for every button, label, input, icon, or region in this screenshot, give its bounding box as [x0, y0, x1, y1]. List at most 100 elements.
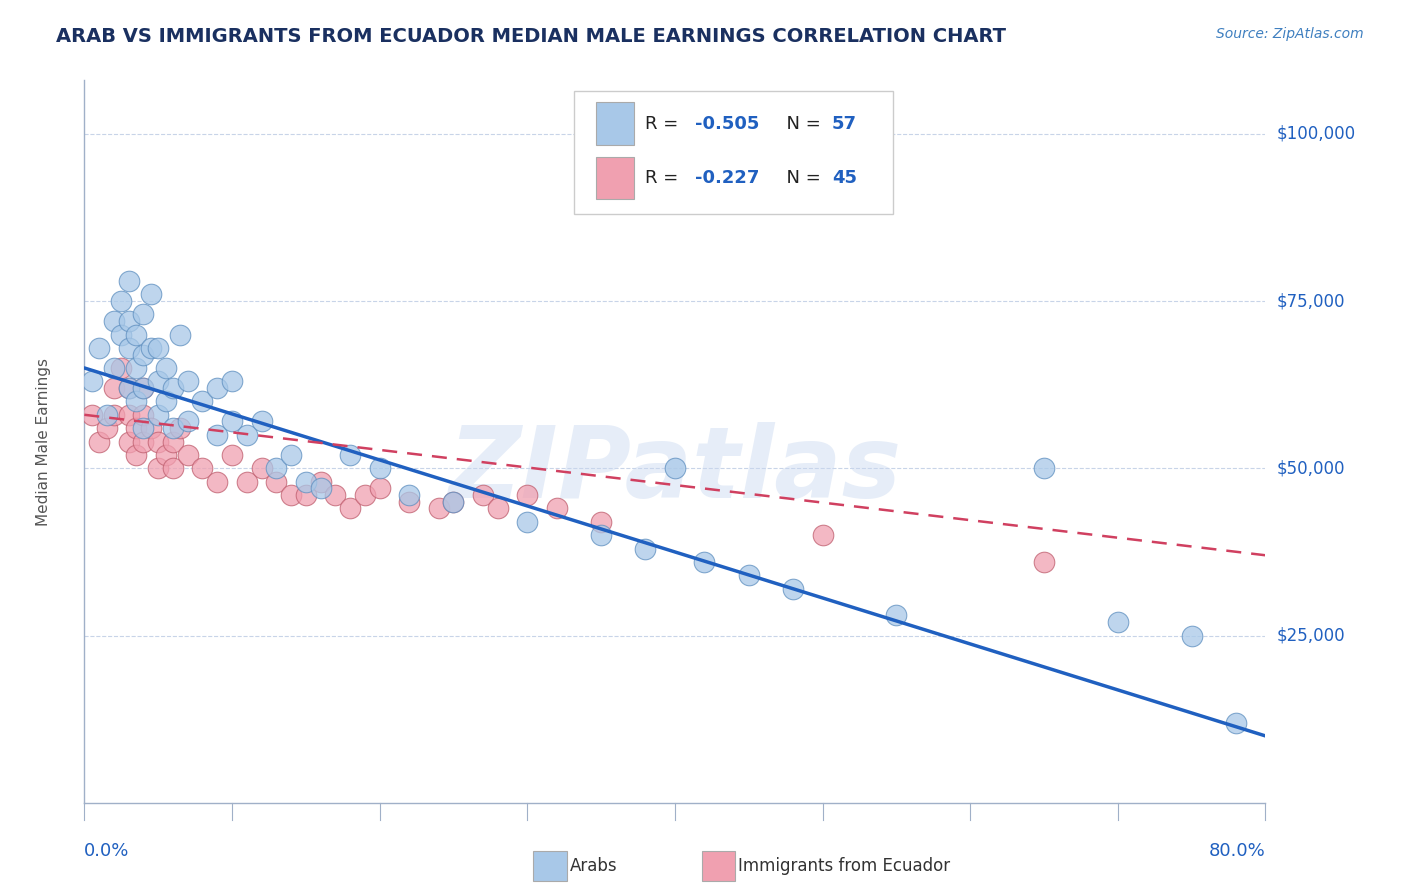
Point — [148, 375, 170, 389]
Point — [80, 408, 103, 422]
Point — [177, 414, 200, 428]
Point — [782, 582, 804, 596]
Text: R =: R = — [645, 115, 685, 133]
Point — [132, 307, 155, 321]
Point — [169, 327, 191, 342]
Point — [148, 434, 170, 449]
Point — [103, 381, 125, 395]
Point — [125, 327, 148, 342]
Point — [354, 488, 377, 502]
Point — [103, 314, 125, 328]
Point — [177, 375, 200, 389]
Point — [738, 568, 761, 582]
Text: N =: N = — [775, 115, 827, 133]
Point — [155, 361, 177, 376]
Point — [132, 381, 155, 395]
Point — [266, 461, 288, 475]
Text: 80.0%: 80.0% — [1209, 842, 1265, 860]
Text: Immigrants from Ecuador: Immigrants from Ecuador — [738, 857, 950, 875]
Point — [1107, 615, 1129, 630]
Point — [191, 461, 214, 475]
Text: ZIPatlas: ZIPatlas — [449, 422, 901, 519]
Point — [118, 314, 141, 328]
Text: 0.0%: 0.0% — [84, 842, 129, 860]
Point — [162, 421, 184, 435]
Point — [162, 461, 184, 475]
Point — [80, 375, 103, 389]
Point — [295, 488, 318, 502]
FancyBboxPatch shape — [575, 91, 893, 214]
Text: R =: R = — [645, 169, 685, 186]
Point — [125, 361, 148, 376]
Point — [118, 408, 141, 422]
Point — [118, 434, 141, 449]
Text: $75,000: $75,000 — [1277, 292, 1346, 310]
Point — [221, 448, 243, 462]
Point — [368, 461, 391, 475]
Point — [339, 448, 361, 462]
Point — [132, 408, 155, 422]
Point — [472, 488, 495, 502]
Point — [110, 293, 132, 308]
Text: 57: 57 — [832, 115, 858, 133]
Point — [169, 421, 191, 435]
Text: -0.227: -0.227 — [695, 169, 759, 186]
Text: $25,000: $25,000 — [1277, 626, 1346, 645]
Text: 45: 45 — [832, 169, 858, 186]
Point — [139, 341, 162, 355]
Point — [280, 448, 302, 462]
Point — [443, 494, 465, 508]
Point — [191, 394, 214, 409]
Point — [162, 434, 184, 449]
FancyBboxPatch shape — [596, 103, 634, 145]
Point — [132, 421, 155, 435]
Point — [1033, 555, 1056, 569]
Point — [221, 375, 243, 389]
Point — [325, 488, 347, 502]
FancyBboxPatch shape — [596, 156, 634, 199]
Text: Median Male Earnings: Median Male Earnings — [35, 358, 51, 525]
Point — [886, 608, 908, 623]
Point — [250, 414, 273, 428]
Point — [148, 461, 170, 475]
Text: Source: ZipAtlas.com: Source: ZipAtlas.com — [1216, 27, 1364, 41]
Point — [634, 541, 657, 556]
Point — [125, 394, 148, 409]
Point — [368, 482, 391, 496]
Point — [339, 501, 361, 516]
Point — [125, 448, 148, 462]
Point — [132, 381, 155, 395]
Point — [427, 501, 450, 516]
Point — [118, 381, 141, 395]
Point — [139, 421, 162, 435]
Point — [486, 501, 509, 516]
Point — [207, 475, 229, 489]
Point — [398, 488, 420, 502]
Point — [177, 448, 200, 462]
Point — [118, 341, 141, 355]
Point — [87, 341, 111, 355]
Point — [132, 434, 155, 449]
Point — [162, 381, 184, 395]
Point — [309, 482, 332, 496]
Point — [221, 414, 243, 428]
Point — [236, 427, 259, 442]
Point — [1181, 628, 1204, 642]
Point — [236, 475, 259, 489]
Text: ARAB VS IMMIGRANTS FROM ECUADOR MEDIAN MALE EARNINGS CORRELATION CHART: ARAB VS IMMIGRANTS FROM ECUADOR MEDIAN M… — [56, 27, 1007, 45]
Point — [516, 488, 538, 502]
Point — [103, 408, 125, 422]
Text: -0.505: -0.505 — [695, 115, 759, 133]
Point — [1225, 715, 1247, 730]
Point — [87, 434, 111, 449]
Point — [139, 287, 162, 301]
Point — [207, 381, 229, 395]
Point — [693, 555, 716, 569]
Point — [266, 475, 288, 489]
Point — [110, 327, 132, 342]
Point — [110, 361, 132, 376]
Text: $100,000: $100,000 — [1277, 125, 1355, 143]
Point — [103, 361, 125, 376]
Text: N =: N = — [775, 169, 827, 186]
Point — [516, 515, 538, 529]
